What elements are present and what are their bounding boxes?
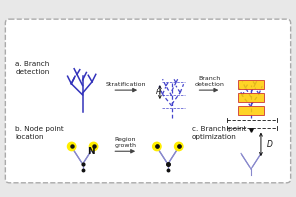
Circle shape xyxy=(175,142,183,151)
Circle shape xyxy=(153,142,161,151)
Text: c. Branch point
optimization: c. Branch point optimization xyxy=(192,126,246,140)
Text: H: H xyxy=(156,89,162,95)
Bar xyxy=(238,93,264,102)
Text: b. Node point
location: b. Node point location xyxy=(15,126,64,140)
Text: D: D xyxy=(267,140,273,149)
Text: Stratification: Stratification xyxy=(106,82,147,87)
Text: N: N xyxy=(87,147,94,156)
Text: a. Branch
detection: a. Branch detection xyxy=(15,60,49,74)
Bar xyxy=(238,80,264,89)
FancyBboxPatch shape xyxy=(5,19,291,183)
Bar xyxy=(238,106,264,115)
Circle shape xyxy=(89,142,98,151)
Text: Region
growth: Region growth xyxy=(114,138,136,148)
Text: Branch
detection: Branch detection xyxy=(194,76,224,87)
Circle shape xyxy=(67,142,76,151)
